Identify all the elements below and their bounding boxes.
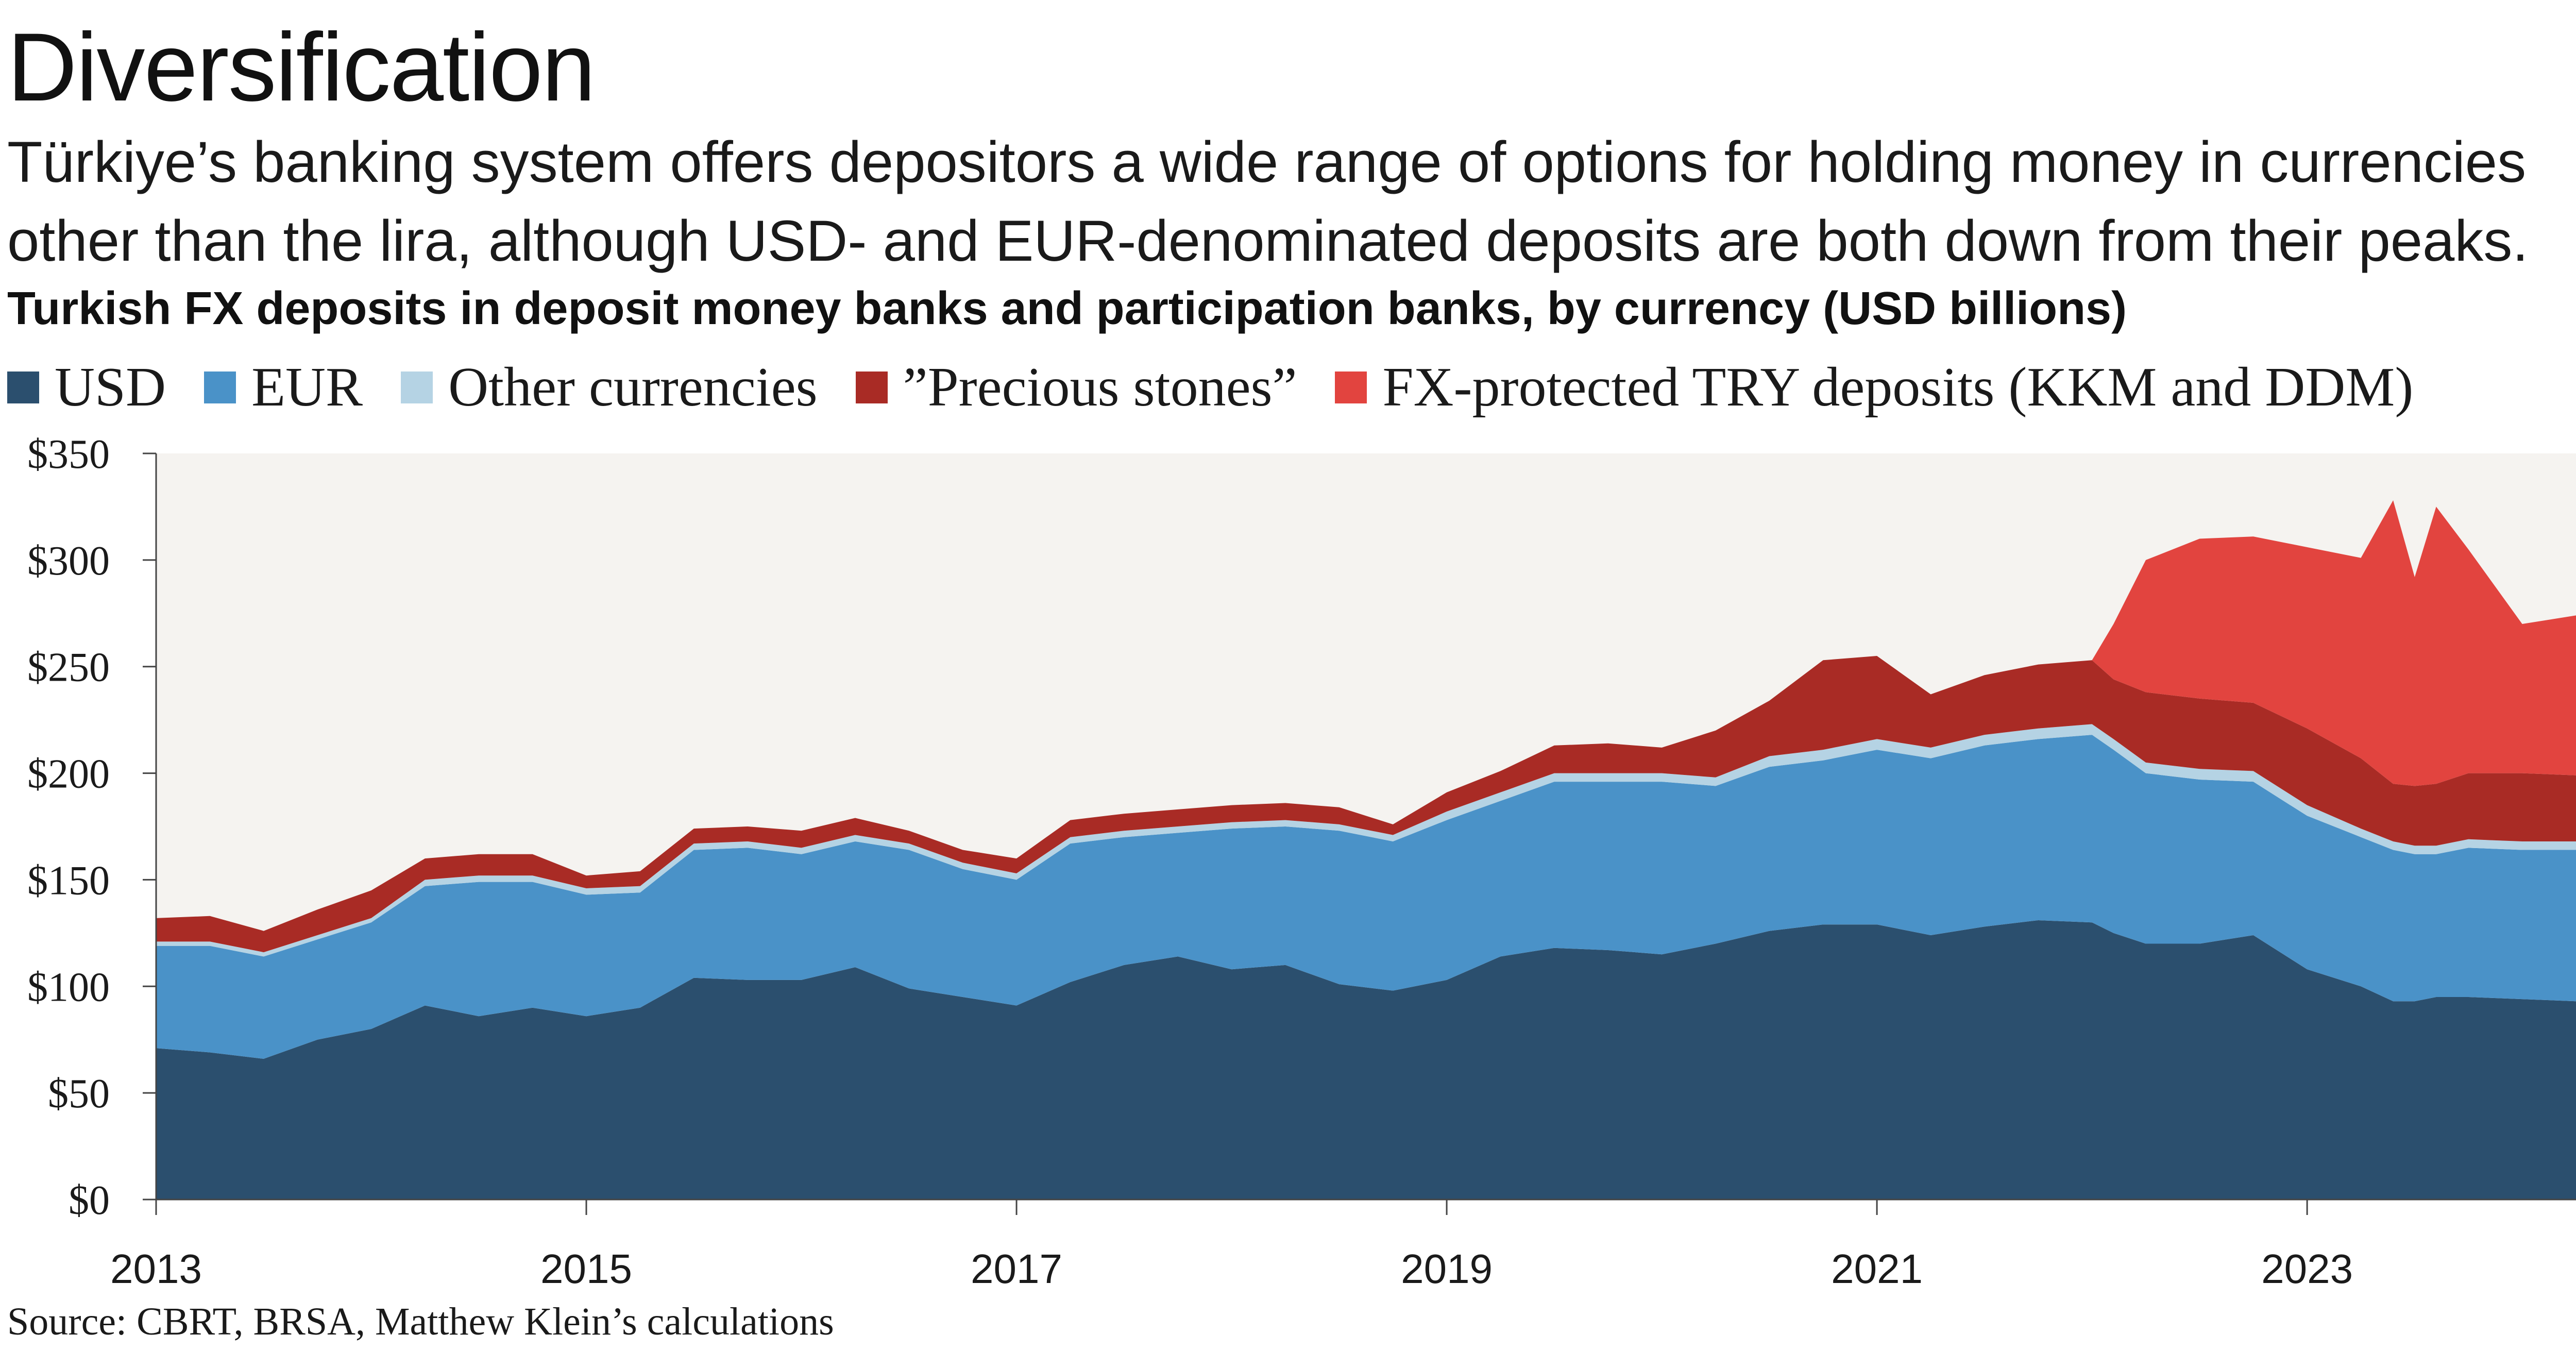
legend-label: EUR — [251, 357, 363, 418]
legend-label: ”Precious stones” — [903, 357, 1297, 418]
legend-label: USD — [55, 357, 166, 418]
source-note: Source: CBRT, BRSA, Matthew Klein’s calc… — [7, 1300, 834, 1343]
x-tick-label: 2023 — [2261, 1246, 2353, 1292]
legend-item: EUR — [204, 356, 363, 419]
y-tick-label: $350 — [27, 432, 110, 477]
legend-swatch — [855, 371, 888, 403]
x-tick-label: 2015 — [540, 1246, 632, 1292]
legend-swatch — [7, 371, 39, 403]
y-tick-label: $300 — [27, 538, 110, 584]
legend-item: FX-protected TRY deposits (KKM and DDM) — [1335, 356, 2413, 419]
legend-swatch — [401, 371, 433, 403]
x-tick-label: 2019 — [1401, 1246, 1493, 1292]
area-series-usd — [156, 920, 2576, 1200]
area-series-eur — [156, 735, 2576, 1059]
legend-swatch — [1335, 371, 1367, 403]
legend-swatch — [204, 371, 236, 403]
x-tick-label: 2013 — [110, 1246, 202, 1292]
chart-title: Diversification — [7, 13, 596, 121]
legend-item: USD — [7, 356, 166, 419]
legend-label: FX-protected TRY deposits (KKM and DDM) — [1382, 357, 2414, 418]
x-tick-label: 2021 — [1831, 1246, 1923, 1292]
y-tick-label: $100 — [27, 965, 110, 1010]
y-tick-label: $250 — [27, 645, 110, 690]
y-tick-label: $50 — [48, 1071, 110, 1117]
area-series-precious-stones — [156, 656, 2576, 953]
legend-item: Other currencies — [401, 356, 818, 419]
legend-item: ”Precious stones” — [855, 356, 1297, 419]
legend: USD EUR Other currencies ”Precious stones” F… — [7, 356, 2451, 419]
chart-subtitle: Türkiye’s banking system offers deposito… — [7, 130, 2529, 273]
x-tick-label: 2017 — [971, 1246, 1062, 1292]
chart-heading: Turkish FX deposits in deposit money ban… — [7, 283, 2127, 334]
y-tick-label: $150 — [27, 858, 110, 903]
y-tick-label: $0 — [69, 1178, 110, 1223]
legend-label: Other currencies — [448, 357, 818, 418]
y-tick-label: $200 — [27, 752, 110, 797]
